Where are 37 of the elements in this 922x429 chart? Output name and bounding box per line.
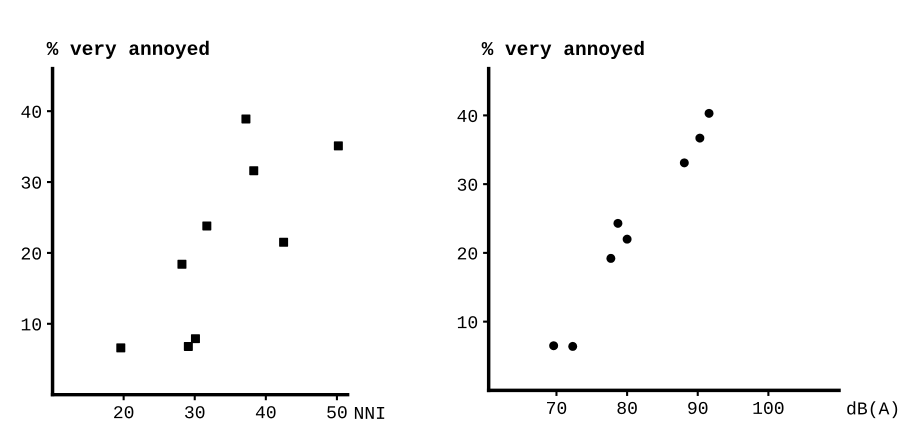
point (704, 108, 714, 118)
point (549, 341, 558, 350)
point (116, 343, 126, 352)
x-tick-label: 20 (114, 406, 134, 418)
point (695, 134, 704, 143)
point (279, 238, 288, 247)
point (613, 218, 622, 228)
point (202, 221, 212, 230)
point (680, 158, 689, 168)
y-tick-label: 10 (458, 316, 478, 328)
y-tick-label: 10 (22, 318, 42, 331)
y-tick-label: 30 (458, 178, 478, 191)
point (177, 260, 186, 269)
x-tick-label: 30 (185, 406, 204, 418)
y-tick-label: 30 (22, 176, 42, 189)
x-axis-title: NNI (354, 407, 384, 419)
y-tick-label: 40 (457, 110, 478, 122)
point (334, 141, 343, 150)
y-axis-title: % very annoyed (482, 40, 644, 59)
x-tick-label: 90 (688, 402, 708, 414)
x-tick-label: 80 (617, 402, 637, 414)
x-tick-label: 50 (327, 406, 347, 418)
x-axis-title: dB(A) (847, 401, 898, 418)
y-tick-label: 20 (22, 247, 42, 260)
point (241, 114, 250, 124)
point (190, 334, 200, 344)
y-tick-label: 20 (458, 247, 478, 260)
point (622, 234, 632, 244)
point (606, 254, 616, 263)
point (184, 342, 193, 351)
x-tick-label: 40 (256, 406, 276, 418)
y-tick-label: 40 (21, 106, 42, 118)
y-axis-title: % very annoyed (46, 40, 209, 59)
point (249, 166, 258, 176)
x-tick-label: 70 (547, 402, 566, 414)
point (568, 342, 578, 351)
x-tick-label: 100 (753, 402, 784, 414)
